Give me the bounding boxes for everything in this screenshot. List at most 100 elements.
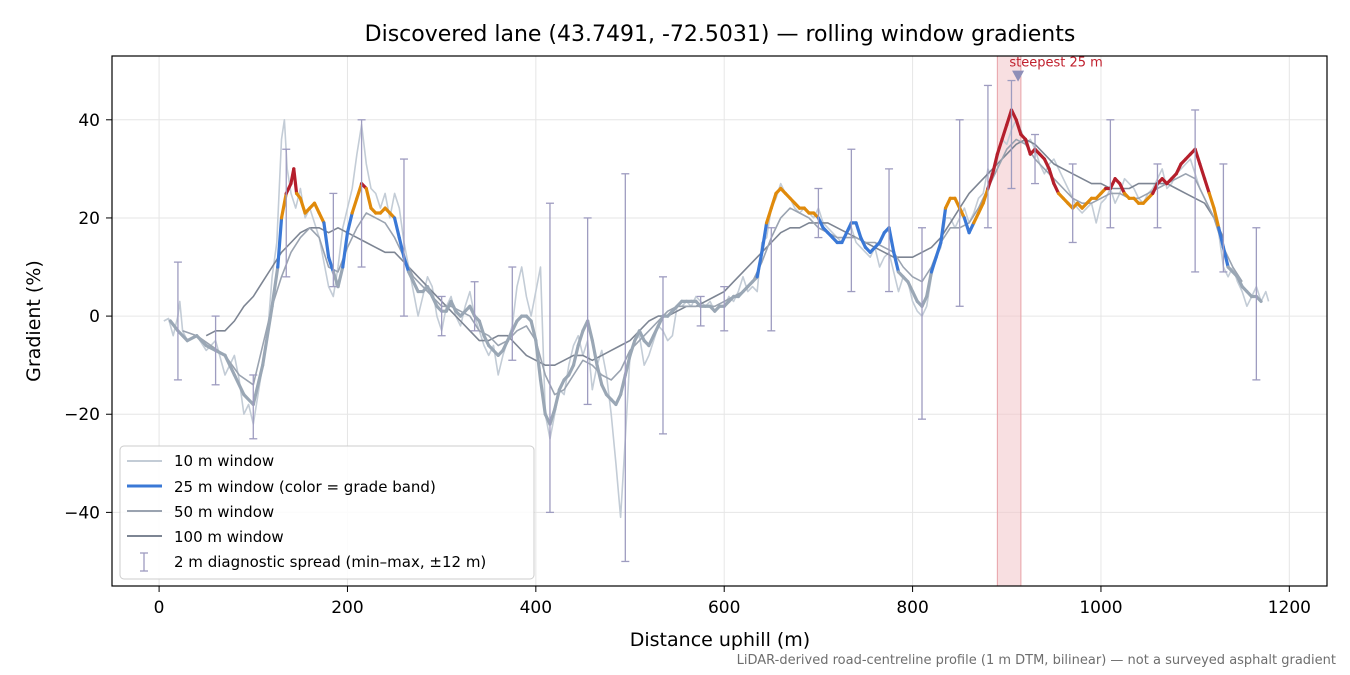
segment-25m [327,255,335,274]
error-bar [720,285,729,332]
legend-swatch-error [140,552,148,572]
segment-25m [656,314,665,328]
line-100m [205,138,1225,366]
y-axis: −40 −20 0 20 40 [64,111,112,523]
segment-25m [1151,181,1160,196]
segment-25m [482,334,491,348]
segment-25m [292,167,299,196]
segment-25m [553,388,561,411]
segment-25m [168,319,180,333]
legend-label-50m: 50 m window [174,503,274,521]
segment-25m [1217,226,1225,249]
segment-25m [425,285,434,299]
error-bar [1007,79,1016,190]
segment-25m [341,231,350,269]
segment-25m [845,221,853,235]
segment-25m [986,172,995,191]
x-axis-label: Distance uphill (m) [630,629,810,651]
error-bar [1219,163,1228,273]
segment-25m [595,363,604,387]
segment-25m [223,353,237,377]
segment-25m [345,211,354,235]
segment-25m [1005,108,1014,127]
segment-25m [468,304,477,318]
segment-25m [760,221,769,254]
segment-25m [920,294,929,308]
segment-25m [204,343,218,353]
y-tick-label: 20 [78,209,100,229]
segment-25m [251,363,265,407]
segment-25m [317,211,326,225]
segment-25m [925,270,934,299]
segment-25m [336,265,345,289]
segment-25m [1042,157,1051,171]
legend: 10 m window 25 m window (color = grade b… [119,445,535,580]
segment-25m [1254,294,1263,303]
segment-25m [1207,191,1216,210]
segment-25m [430,294,439,308]
error-bar [918,227,926,420]
segment-25m [859,235,868,249]
segment-25m [538,378,547,416]
segment-25m [614,393,623,407]
segment-25m [477,319,486,338]
segment-25m [242,393,255,407]
segment-25m [991,152,999,176]
segment-25m [854,221,863,240]
error-bar [470,281,479,332]
error-bar [814,187,823,239]
segment-25m [934,240,943,259]
segment-25m [232,373,246,397]
segment-25m [769,191,778,210]
error-bar [847,148,856,293]
x-axis: 0 200 400 600 800 1000 1200 [154,586,1311,618]
segment-25m [571,343,580,367]
segment-25m [195,334,208,348]
segment-25m [261,304,274,367]
segment-25m [981,186,990,205]
segment-25m [962,216,971,235]
segment-25m [176,329,189,343]
segment-25m [623,353,632,377]
segment-25m [637,329,646,343]
error-bar [1252,227,1261,381]
segment-25m [350,196,359,215]
y-axis-label: Gradient (%) [23,260,45,382]
error-bar [658,276,667,435]
error-bar [1153,163,1162,229]
series-100m [205,138,1225,366]
segment-25m [892,250,901,274]
segment-25m [590,339,599,367]
segment-25m [967,221,976,235]
segment-25m [910,289,919,303]
segment-25m [1221,245,1230,269]
segment-25m [628,339,637,357]
segment-25m [958,206,966,220]
segment-25m [647,334,656,348]
annotation: steepest 25 m [1009,56,1103,82]
segment-25m [411,280,420,294]
error-bar [583,217,592,406]
segment-25m [449,299,458,313]
segment-25m [279,191,288,220]
segment-25m [651,324,660,338]
error-bar [399,158,408,317]
segment-25m [953,196,962,210]
segment-25m [906,280,915,294]
legend-label-25m: 25 m window (color = grade band) [174,478,436,496]
steepest-annotation-label: steepest 25 m [1009,56,1102,71]
segment-25m [1202,177,1211,196]
steepest-marker [1012,70,1025,82]
error-bar [357,119,366,268]
error-bar [282,148,291,278]
error-bar [211,315,220,386]
segment-25m [276,216,284,269]
error-bar [1068,163,1077,244]
plot-area: steepest 25 m [111,55,1328,587]
legend-label-error: 2 m diagnostic spread (min–max, ±12 m) [174,553,486,571]
error-bar [885,168,894,293]
error-bar [767,227,776,332]
segment-25m [972,211,981,225]
series-25m [168,108,1263,426]
y-tick-label: −40 [64,503,100,523]
